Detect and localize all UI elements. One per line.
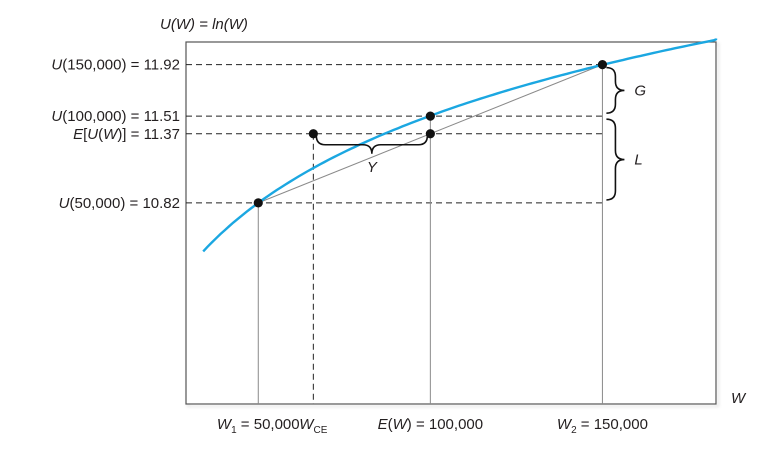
y-label-1: U(100,000) = 11.51 [51,108,180,125]
data-point-3 [425,111,435,121]
brace-Y-label: Y [367,159,378,176]
utility-curve [202,38,718,253]
brace-L-label: L [634,152,642,169]
x-label-3: W2 = 150,000 [557,416,648,436]
data-point-0 [253,198,263,208]
data-point-4 [597,60,608,70]
x-label-1: WCE [299,416,327,436]
y-label-2: E[U(W)] = 11.37 [73,126,180,143]
guide-lines [186,64,603,404]
data-points [253,60,608,208]
data-point-2 [425,129,435,139]
data-point-1 [308,129,318,139]
plot-frame [185,41,717,405]
x-label-2: E(W) = 100,000 [378,416,484,433]
brace-G-label: G [634,82,646,99]
y-label-3: U(50,000) = 10.82 [59,195,180,212]
x-labels: W1 = 50,000 WCE E(W) = 100,000 W2 = 150,000 [217,416,648,436]
y-label-0: U(150,000) = 11.92 [51,57,180,74]
y-labels: U(150,000) = 11.92 U(100,000) = 11.51E[U(… [51,57,180,212]
x-label-0: W1 = 50,000 [217,416,300,436]
x-axis-label: W [731,390,747,407]
chart-title: U(W) = ln(W) [160,16,248,33]
